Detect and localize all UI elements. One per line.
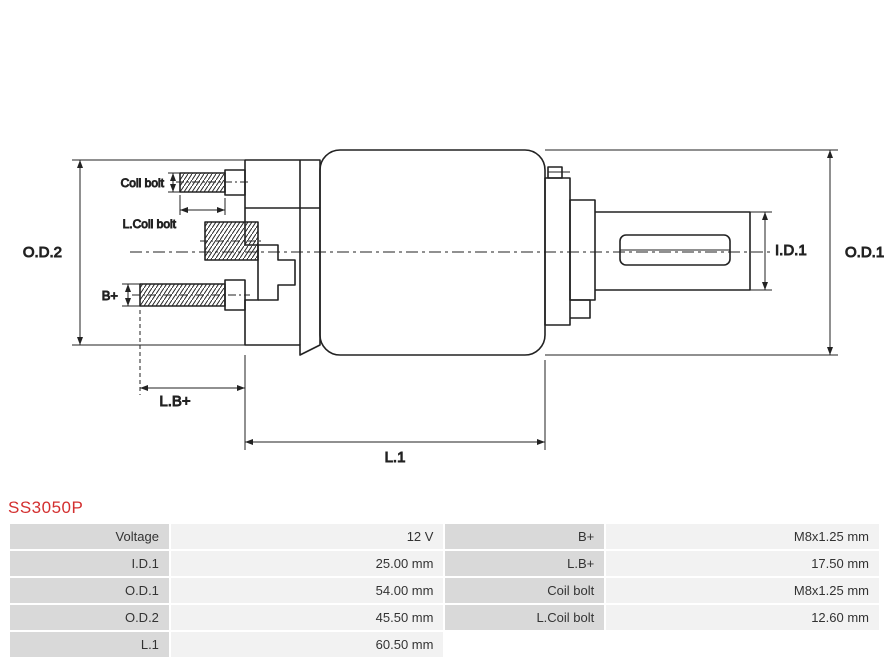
spec-key: Coil bolt xyxy=(445,578,604,603)
dim-id1-label: I.D.1 xyxy=(775,242,807,259)
dim-od2-label: O.D.2 xyxy=(23,244,62,261)
spec-value: M8x1.25 mm xyxy=(606,578,879,603)
spec-key: L.Coil bolt xyxy=(445,605,604,630)
dim-l1-label: L.1 xyxy=(385,449,406,466)
dim-bplus-label: B+ xyxy=(102,288,118,303)
spec-value: 60.50 mm xyxy=(171,632,444,657)
part-number: SS3050P xyxy=(8,498,83,518)
dim-lbplus-label: L.B+ xyxy=(159,393,191,410)
spec-value: 25.00 mm xyxy=(171,551,444,576)
spec-value: 54.00 mm xyxy=(171,578,444,603)
spec-key: B+ xyxy=(445,524,604,549)
spec-key: O.D.2 xyxy=(10,605,169,630)
spec-key: I.D.1 xyxy=(10,551,169,576)
spec-value: M8x1.25 mm xyxy=(606,524,879,549)
dim-lcoilbolt-label: L.Coil bolt xyxy=(123,217,177,231)
spec-value: 12 V xyxy=(171,524,444,549)
spec-key: Voltage xyxy=(10,524,169,549)
technical-diagram: O.D.2 O.D.1 I.D.1 L.1 L.B+ B+ Coil bolt xyxy=(0,0,889,490)
spec-table: Voltage12 VB+M8x1.25 mmI.D.125.00 mmL.B+… xyxy=(8,522,881,659)
spec-key: L.B+ xyxy=(445,551,604,576)
spec-key: O.D.1 xyxy=(10,578,169,603)
dim-od1-label: O.D.1 xyxy=(845,244,884,261)
spec-value xyxy=(606,632,879,657)
spec-value: 45.50 mm xyxy=(171,605,444,630)
spec-value: 12.60 mm xyxy=(606,605,879,630)
spec-value: 17.50 mm xyxy=(606,551,879,576)
spec-key xyxy=(445,632,604,657)
spec-key: L.1 xyxy=(10,632,169,657)
dim-coilbolt-label: Coil bolt xyxy=(121,176,165,190)
